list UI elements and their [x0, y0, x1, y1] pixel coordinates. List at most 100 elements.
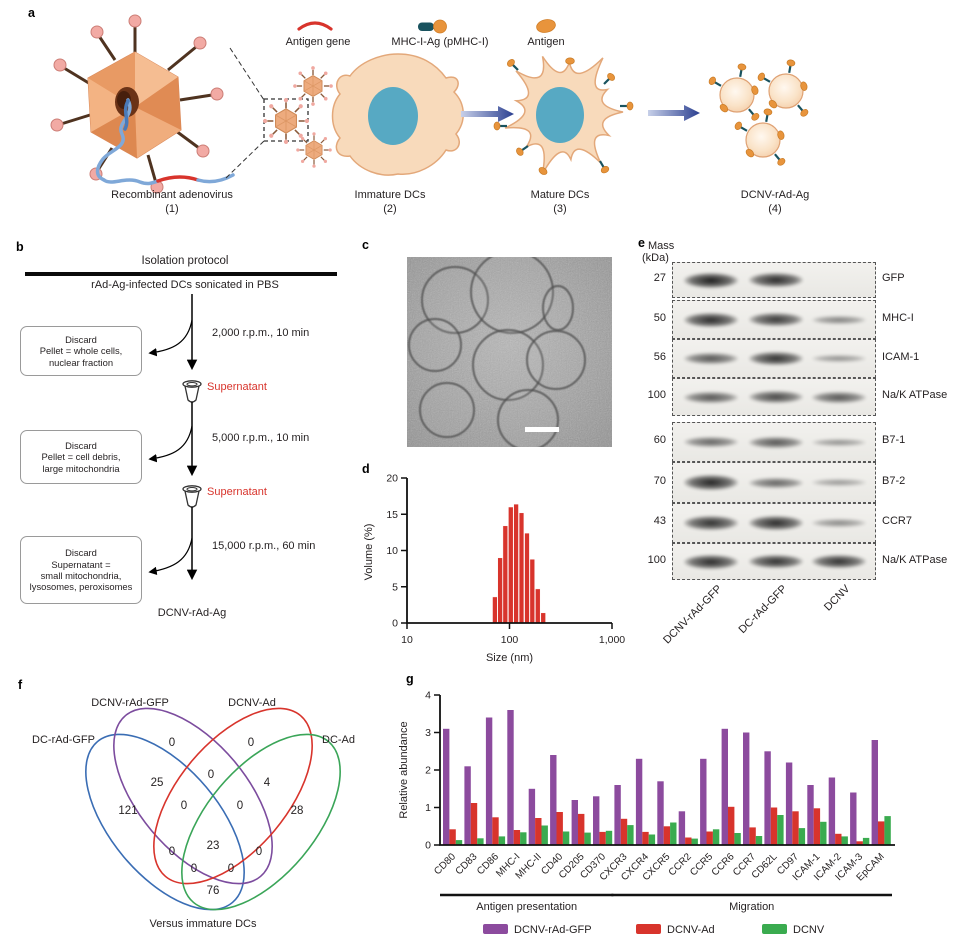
supernatant-label-1: Supernatant: [207, 381, 267, 393]
protocol-flow-art: [148, 294, 202, 581]
histogram-bar: [497, 557, 503, 624]
g-ylabel: Relative abundance: [398, 721, 410, 818]
mass-value: 27: [653, 272, 666, 284]
legend-label: DCNV: [793, 924, 825, 936]
abundance-bar: [871, 740, 878, 845]
histogram-bar: [513, 503, 519, 624]
pmhc-pin-icon: [504, 56, 522, 74]
mass-unit-header: (kDa): [642, 252, 669, 264]
pmhc-pin-icon: [793, 101, 811, 119]
abundance-bar: [721, 728, 728, 846]
supernatant-label-2: Supernatant: [207, 486, 267, 498]
abundance-bar: [455, 840, 463, 845]
protein-label: B7-1: [882, 434, 906, 446]
adenovirus-art: [50, 14, 235, 194]
histogram-bar: [540, 612, 546, 624]
pmhc-pin-icon: [761, 107, 774, 124]
venn-count: 28: [291, 805, 304, 817]
protein-label: GFP: [882, 272, 905, 284]
category-label: CCR2: [667, 851, 694, 878]
venn-count: 25: [151, 777, 164, 789]
abundance-bar: [850, 792, 857, 845]
mass-value: 70: [653, 474, 666, 487]
protein-band: [684, 353, 738, 364]
blot-MHC-I: [672, 300, 876, 339]
venn-caption: Versus immature DCs: [149, 918, 257, 930]
svg-text:10: 10: [386, 545, 398, 557]
protein-label: B7-2: [882, 474, 906, 487]
protein-band: [749, 477, 803, 488]
abundance-bar: [449, 829, 456, 846]
group-label: Antigen presentation: [476, 901, 577, 913]
protein-label: MHC-I: [882, 311, 914, 324]
protein-band: [812, 391, 866, 403]
abundance-bar: [648, 834, 656, 845]
spin-condition-1: 2,000 r.p.m., 10 min: [212, 327, 310, 339]
blot-ICAM-1: [672, 339, 876, 378]
arrow-right-icon: [461, 106, 514, 122]
legend-antigen: Antigen: [527, 36, 565, 48]
abundance-bar: [485, 717, 493, 845]
abundance-bar: [520, 832, 527, 846]
venn-count: 0: [208, 769, 214, 781]
svg-text:10: 10: [401, 634, 413, 646]
abundance-bar: [764, 751, 771, 846]
protein-band: [749, 436, 803, 448]
abundance-bar: [670, 822, 677, 845]
spin-condition-3: 15,000 r.p.m., 60 min: [212, 540, 316, 552]
mini-virus-icon: [292, 65, 334, 107]
blot-Na/K ATPase: [672, 378, 876, 416]
svg-text:1: 1: [425, 802, 431, 814]
tube-icon: [182, 380, 202, 403]
pmhc-pin-icon: [784, 58, 797, 75]
abundance-bar: [777, 815, 784, 845]
mass-value: 100: [647, 553, 666, 566]
panel-g-label: g: [406, 672, 414, 686]
histogram-bar: [524, 532, 530, 624]
svg-text:4: 4: [425, 690, 431, 702]
svg-text:2: 2: [425, 765, 431, 777]
stage-4-title: DCNV-rAd-Ag: [740, 189, 810, 201]
svg-text:1,000: 1,000: [599, 634, 625, 646]
marker-abundance-chart: CD80CD83CD86MHC-IMHC-IICD40CD205CD370CXC…: [398, 690, 895, 936]
protein-band: [749, 554, 803, 569]
size-distribution-chart: 0 5 10 15 20 10 100 1,000 Volume (%) Size (nm): [363, 473, 625, 665]
antigen-icon: [536, 19, 556, 33]
panel-c-label: c: [362, 238, 369, 252]
blot-GFP: [672, 262, 876, 298]
pmhc-pin-icon: [600, 70, 618, 88]
venn-count: 4: [264, 777, 271, 789]
abundance-bar: [828, 777, 836, 845]
scale-bar: [525, 427, 559, 432]
abundance-bar: [578, 813, 585, 845]
abundance-bar: [584, 832, 591, 845]
abundance-bar: [685, 837, 692, 845]
abundance-bar: [706, 831, 713, 845]
pmhc-pin-icon: [618, 100, 635, 112]
pmhc-pin-icon: [744, 105, 762, 123]
protein-band: [749, 313, 803, 326]
pmhc-pin-icon: [755, 70, 774, 87]
abundance-bar: [813, 808, 821, 846]
stage-2-title: Immature DCs: [354, 189, 426, 201]
abundance-bar: [678, 811, 686, 846]
protein-band: [684, 554, 738, 569]
category-label: CCR5: [688, 851, 715, 878]
abundance-bar: [691, 838, 698, 845]
panel-a-label: a: [28, 6, 35, 20]
mass-value: 100: [647, 389, 666, 401]
abundance-bar: [562, 831, 570, 845]
svg-text:0: 0: [425, 840, 431, 852]
abundance-bar: [550, 755, 557, 845]
venn-ellipse-DC-rAd-GFP: [85, 733, 245, 911]
protein-band: [749, 273, 803, 287]
protein-band: [749, 351, 803, 366]
venn-count: 0: [248, 737, 254, 749]
stage-3-number: (3): [553, 203, 567, 215]
venn-set-label-dcnv-rad-gfp: DCNV-rAd-GFP: [91, 697, 169, 709]
venn-count: 0: [237, 800, 243, 812]
histogram-bar: [508, 506, 514, 624]
protein-band: [812, 315, 866, 324]
abundance-bar: [535, 818, 542, 845]
antigen-dot-icon: [565, 57, 575, 65]
